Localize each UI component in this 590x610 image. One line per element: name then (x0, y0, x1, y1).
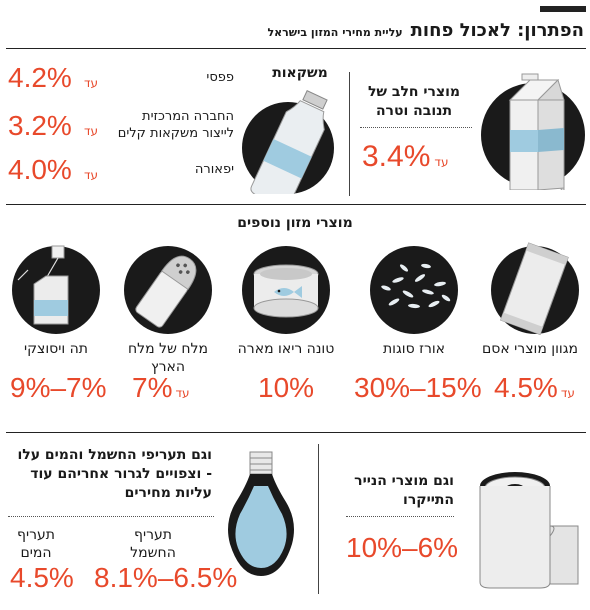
osem-icon-wrap (483, 236, 583, 336)
water-label: תעריף המים (17, 527, 55, 561)
rice-value: 30%–15% (354, 372, 482, 403)
drink-prefix-central: עד (84, 124, 99, 138)
bottom-divider-vertical (318, 444, 319, 594)
header-divider (6, 48, 586, 49)
osem-label: מגוון מוצרי אסם (481, 341, 579, 357)
drink-value-pepsi: 4.2% (8, 62, 72, 93)
osem-value-row: 4.5% עד (494, 372, 575, 404)
mid-divider (6, 204, 586, 205)
drink-name-pepsi: פפסי (206, 70, 234, 85)
tea-value-row: 9%–7% (10, 372, 107, 404)
rice-icon-wrap (364, 240, 464, 336)
paper-value: 10%–6% (346, 532, 459, 563)
drink-row-pepsi: 4.2% עד פפסי (8, 60, 234, 96)
paper-dots (346, 516, 454, 517)
header-accent-bar (540, 6, 586, 12)
drinks-heading: משקאות (272, 65, 328, 81)
electricity-value-row: 8.1%–6.5% (94, 562, 237, 594)
toilet-paper-icon (479, 472, 579, 589)
milk-carton-icon (481, 73, 585, 201)
osem-prefix: עד (560, 386, 575, 400)
electricity-label: תעריף החשמל (130, 527, 176, 561)
water-value-row: 4.5% (10, 562, 74, 594)
salt-label: מלח של מלח הארץ (127, 341, 208, 375)
milk-icon-wrap (478, 60, 588, 201)
header-title: הפתרון: לאכול פחות (410, 20, 584, 41)
header: הפתרון: לאכול פחות עליית מחירי המזון ביש… (267, 20, 584, 41)
drink-value-jaffora: 4.0% (8, 154, 72, 185)
tuna-can-icon (242, 246, 330, 334)
rice-grains-icon (370, 246, 458, 334)
drink-value-central: 3.2% (8, 110, 72, 141)
top-divider-vertical (349, 72, 350, 196)
milk-value: 3.4% (362, 140, 431, 173)
snack-bag-icon (491, 242, 579, 336)
utilities-dots (8, 516, 214, 517)
milk-label: מוצרי חלב של תנובה וטרה (367, 84, 461, 119)
header-subtitle: עליית מחירי המזון בישראל (267, 26, 403, 39)
drink-prefix-pepsi: עד (84, 76, 99, 90)
tea-label: תה ויסוצקי (23, 341, 88, 357)
more-food-heading: מוצרי מזון נוספים (237, 215, 353, 231)
water-value: 4.5% (10, 562, 74, 593)
salt-icon-wrap (118, 240, 218, 336)
drink-prefix-jaffora: עד (84, 168, 99, 182)
tuna-label: טונה ריאו מארה (237, 341, 335, 357)
bulb-icon-wrap (218, 446, 304, 588)
light-bulb-icon (228, 451, 294, 576)
drink-name-jaffora: יפאורה (194, 162, 234, 177)
tuna-icon-wrap (236, 240, 336, 336)
rice-value-row: 30%–15% (354, 372, 482, 404)
tea-value: 9%–7% (10, 372, 107, 403)
milk-value-row: 3.4% עד (362, 140, 448, 174)
paper-value-row: 10%–6% (346, 532, 458, 564)
tuna-value: 10% (258, 372, 315, 403)
salt-value: 7% (132, 372, 173, 403)
drink-row-central: 3.2% עד החברה המרכזית לייצור משקאות קלים (8, 106, 234, 146)
paper-label: וגם מוצרי הנייר התייקרו (354, 473, 454, 508)
toilet-paper-icon-wrap (470, 466, 586, 590)
utilities-text: וגם תעריפי החשמל והמים עלו - וצפויים לגר… (17, 447, 212, 501)
tea-bag-icon (12, 245, 100, 334)
tea-icon-wrap (6, 240, 106, 336)
salt-value-row: 7% עד (132, 372, 190, 404)
salt-shaker-icon (124, 246, 212, 334)
rice-label: אורז סוגות (382, 341, 446, 357)
tuna-value-row: 10% (258, 372, 314, 404)
bottle-icon-wrap (238, 52, 338, 208)
salt-prefix: עד (175, 386, 190, 400)
bottle-icon (242, 90, 334, 208)
drink-row-jaffora: 4.0% עד יפאורה (8, 152, 234, 188)
bottom-divider (6, 432, 586, 433)
drink-name-central: החברה המרכזית לייצור משקאות קלים (117, 109, 234, 141)
electricity-value: 8.1%–6.5% (94, 562, 238, 593)
osem-value: 4.5% (494, 372, 558, 403)
more-food-grid: מגוון מוצרי אסם 4.5% עד אורז סוגות (0, 236, 590, 416)
milk-dots (360, 127, 472, 128)
milk-prefix: עד (434, 155, 449, 169)
